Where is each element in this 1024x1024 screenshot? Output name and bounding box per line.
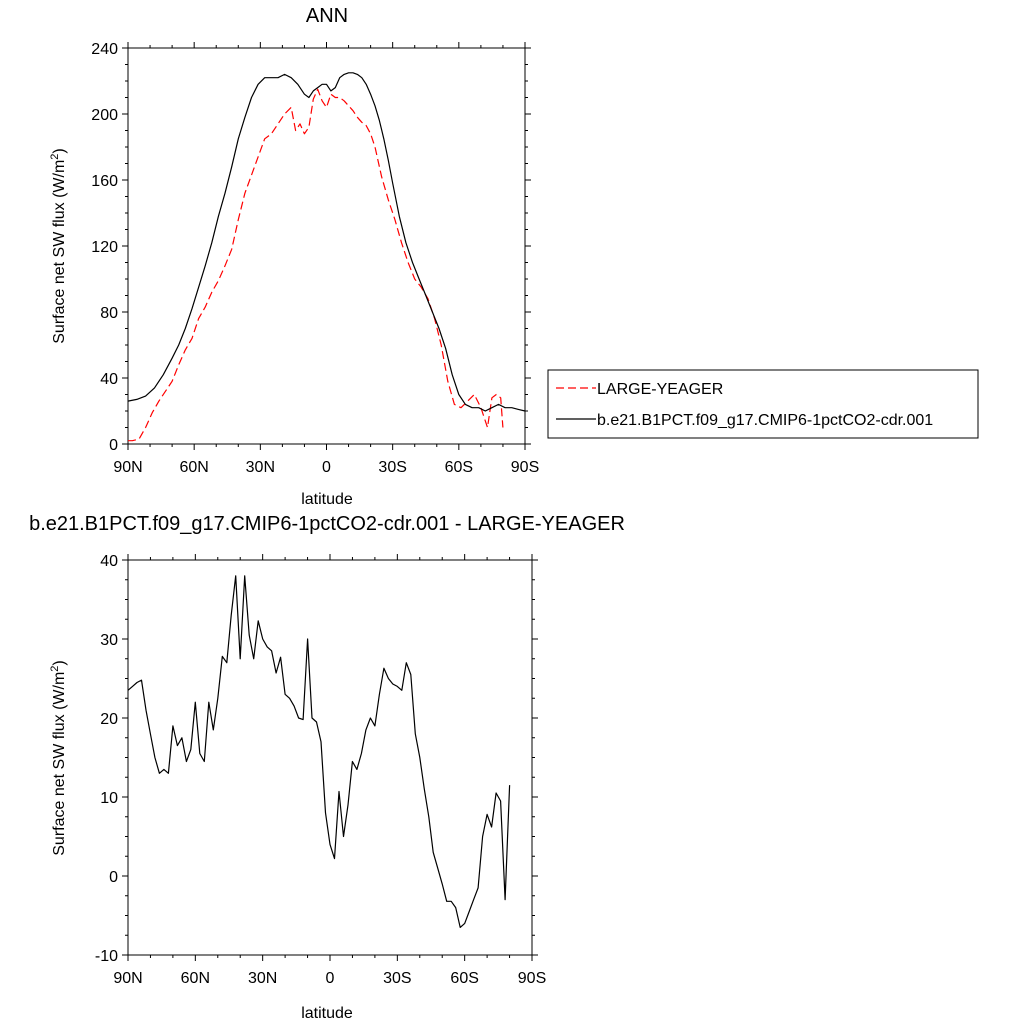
bottom-xtick-label: 90S: [518, 970, 546, 987]
bottom-ytick-label: 30: [100, 632, 118, 649]
bottom-ytick-label: -10: [95, 948, 118, 965]
legend: LARGE-YEAGER b.e21.B1PCT.f09_g17.CMIP6-1…: [547, 369, 979, 439]
bottom-ytick-label: 10: [100, 790, 118, 807]
bottom-series-line-0: [127, 575, 511, 929]
top-ytick-label: 240: [91, 41, 118, 58]
top-xtick-label: 90N: [113, 459, 142, 476]
top-ytick-label: 80: [100, 305, 118, 322]
top-y-tick-labels: 0 40 80 120 160 200 240: [91, 41, 118, 454]
bottom-xtick-label: 90N: [113, 970, 142, 987]
top-series-line-0: [128, 88, 504, 442]
bottom-plot-frame: [127, 559, 533, 956]
bottom-y-label-sup: 2: [49, 666, 61, 672]
top-x-tick-labels: 90N 60N 30N 0 30S 60S 90S: [113, 459, 539, 476]
bottom-x-axis-label: latitude: [301, 1005, 353, 1022]
bottom-ytick-label: 0: [109, 869, 118, 886]
bottom-xtick-label: 30N: [248, 970, 277, 987]
top-ytick-label: 0: [109, 437, 118, 454]
top-y-label-end: ): [51, 148, 68, 153]
top-xtick-label: 60S: [445, 459, 473, 476]
bottom-y-axis-label: Surface net SW flux (W/m2): [49, 660, 68, 856]
bottom-chart: b.e21.B1PCT.f09_g17.CMIP6-1pctCO2-cdr.00…: [29, 513, 625, 1022]
bottom-xtick-label: 30S: [383, 970, 411, 987]
top-xtick-label: 30S: [378, 459, 406, 476]
top-ytick-label: 120: [91, 239, 118, 256]
top-xtick-label: 90S: [511, 459, 539, 476]
top-ytick-label: 160: [91, 173, 118, 190]
top-ytick-label: 40: [100, 371, 118, 388]
top-xtick-label: 30N: [246, 459, 275, 476]
top-xtick-label: 0: [322, 459, 331, 476]
bottom-x-tick-labels: 90N 60N 30N 0 30S 60S 90S: [113, 970, 546, 987]
top-y-axis-label: Surface net SW flux (W/m2): [49, 148, 68, 344]
top-axis-ticks: [122, 42, 531, 450]
bottom-y-label-main: Surface net SW flux (W/m: [51, 672, 68, 856]
bottom-axis-ticks: [122, 554, 538, 961]
bottom-xtick-label: 60N: [181, 970, 210, 987]
legend-label-b-e21: b.e21.B1PCT.f09_g17.CMIP6-1pctCO2-cdr.00…: [597, 412, 933, 429]
bottom-xtick-label: 0: [326, 970, 335, 987]
top-xtick-label: 60N: [179, 459, 208, 476]
top-chart-title: ANN: [306, 5, 348, 27]
legend-box: [547, 369, 979, 439]
top-ytick-label: 200: [91, 107, 118, 124]
bottom-ytick-label: 20: [100, 711, 118, 728]
bottom-ytick-label: 40: [100, 553, 118, 570]
top-x-axis-label: latitude: [301, 491, 353, 508]
top-series-lines: [127, 72, 526, 442]
bottom-chart-title: b.e21.B1PCT.f09_g17.CMIP6-1pctCO2-cdr.00…: [29, 513, 625, 535]
bottom-series-lines: [127, 575, 511, 929]
top-plot-frame: [127, 47, 526, 445]
legend-label-large-yeager: LARGE-YEAGER: [597, 381, 723, 398]
top-series-line-1: [127, 72, 526, 412]
bottom-y-tick-labels: -10 0 10 20 30 40: [95, 553, 118, 965]
top-y-label-main: Surface net SW flux (W/m: [51, 160, 68, 344]
bottom-y-label-end: ): [51, 660, 68, 665]
top-y-label-sup: 2: [49, 154, 61, 160]
bottom-xtick-label: 60S: [450, 970, 478, 987]
